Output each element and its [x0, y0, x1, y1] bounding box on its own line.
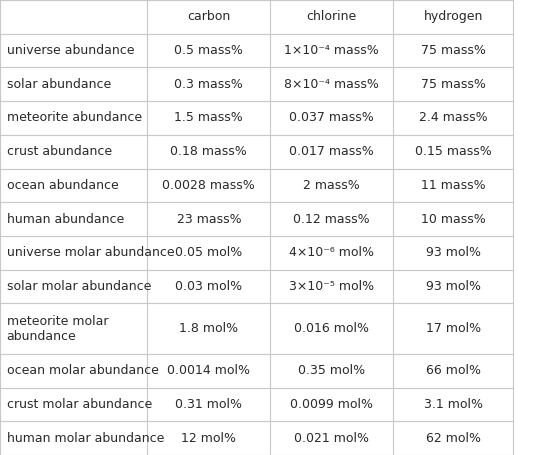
Text: 0.021 mol%: 0.021 mol%: [294, 432, 369, 445]
Text: 62 mol%: 62 mol%: [426, 432, 480, 445]
Text: 0.0014 mol%: 0.0014 mol%: [167, 364, 251, 377]
Text: 0.017 mass%: 0.017 mass%: [289, 145, 374, 158]
Text: 0.35 mol%: 0.35 mol%: [298, 364, 365, 377]
Text: meteorite molar
abundance: meteorite molar abundance: [7, 314, 108, 343]
Text: 1.8 mol%: 1.8 mol%: [179, 322, 239, 335]
Text: 3.1 mol%: 3.1 mol%: [424, 398, 483, 411]
Text: solar abundance: solar abundance: [7, 78, 111, 91]
Text: 0.18 mass%: 0.18 mass%: [170, 145, 247, 158]
Text: 10 mass%: 10 mass%: [421, 212, 485, 226]
Text: meteorite abundance: meteorite abundance: [7, 111, 141, 125]
Text: 12 mol%: 12 mol%: [181, 432, 236, 445]
Text: human abundance: human abundance: [7, 212, 124, 226]
Text: crust abundance: crust abundance: [7, 145, 112, 158]
Text: 75 mass%: 75 mass%: [421, 44, 485, 57]
Text: 66 mol%: 66 mol%: [426, 364, 480, 377]
Text: 11 mass%: 11 mass%: [421, 179, 485, 192]
Text: 0.12 mass%: 0.12 mass%: [293, 212, 370, 226]
Text: 0.0099 mol%: 0.0099 mol%: [290, 398, 373, 411]
Text: 0.31 mol%: 0.31 mol%: [175, 398, 242, 411]
Text: 0.037 mass%: 0.037 mass%: [289, 111, 374, 125]
Text: chlorine: chlorine: [306, 10, 357, 23]
Text: 23 mass%: 23 mass%: [176, 212, 241, 226]
Text: human molar abundance: human molar abundance: [7, 432, 164, 445]
Text: 8×10⁻⁴ mass%: 8×10⁻⁴ mass%: [284, 78, 379, 91]
Text: ocean molar abundance: ocean molar abundance: [7, 364, 158, 377]
Text: 0.5 mass%: 0.5 mass%: [174, 44, 244, 57]
Text: 0.03 mol%: 0.03 mol%: [175, 280, 242, 293]
Text: ocean abundance: ocean abundance: [7, 179, 118, 192]
Text: 75 mass%: 75 mass%: [421, 78, 485, 91]
Text: 1×10⁻⁴ mass%: 1×10⁻⁴ mass%: [284, 44, 379, 57]
Text: universe abundance: universe abundance: [7, 44, 134, 57]
Text: solar molar abundance: solar molar abundance: [7, 280, 151, 293]
Text: 17 mol%: 17 mol%: [426, 322, 480, 335]
Text: 93 mol%: 93 mol%: [426, 280, 480, 293]
Text: 0.0028 mass%: 0.0028 mass%: [163, 179, 255, 192]
Text: 4×10⁻⁶ mol%: 4×10⁻⁶ mol%: [289, 246, 374, 259]
Text: 0.016 mol%: 0.016 mol%: [294, 322, 369, 335]
Text: 93 mol%: 93 mol%: [426, 246, 480, 259]
Text: 0.3 mass%: 0.3 mass%: [175, 78, 243, 91]
Text: 0.15 mass%: 0.15 mass%: [415, 145, 491, 158]
Text: universe molar abundance: universe molar abundance: [7, 246, 174, 259]
Text: carbon: carbon: [187, 10, 230, 23]
Text: hydrogen: hydrogen: [424, 10, 483, 23]
Text: 2 mass%: 2 mass%: [304, 179, 360, 192]
Text: 1.5 mass%: 1.5 mass%: [175, 111, 243, 125]
Text: 3×10⁻⁵ mol%: 3×10⁻⁵ mol%: [289, 280, 374, 293]
Text: 2.4 mass%: 2.4 mass%: [419, 111, 488, 125]
Text: crust molar abundance: crust molar abundance: [7, 398, 152, 411]
Text: 0.05 mol%: 0.05 mol%: [175, 246, 242, 259]
